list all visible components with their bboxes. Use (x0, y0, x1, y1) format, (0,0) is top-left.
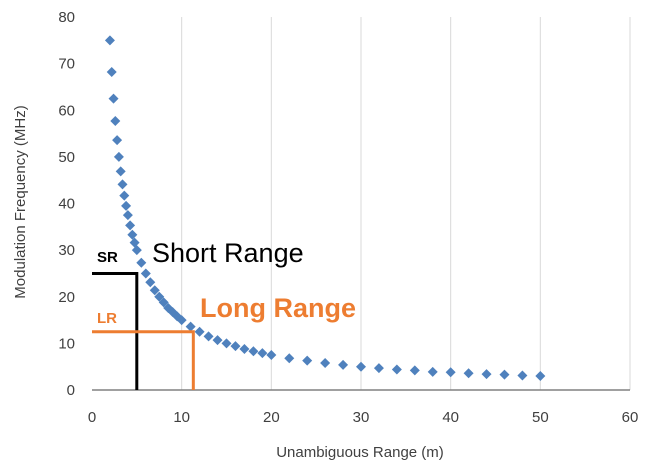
data-point (302, 355, 313, 366)
long-range-guide-line (92, 330, 195, 390)
data-point (338, 359, 349, 370)
data-point (221, 338, 232, 349)
data-point (140, 268, 151, 279)
data-point (248, 346, 259, 357)
data-point (212, 335, 223, 346)
data-point (284, 353, 295, 364)
data-point (149, 285, 160, 296)
y-tick-label-60: 60 (58, 102, 75, 119)
x-tick-label-0: 0 (88, 409, 96, 426)
data-point (136, 257, 147, 268)
x-axis-title: Unambiguous Range (m) (276, 444, 444, 461)
short-range-guide-line (92, 271, 139, 390)
data-point (517, 370, 528, 381)
y-tick-label-0: 0 (67, 382, 75, 399)
x-tick-label-20: 20 (263, 409, 280, 426)
data-point (463, 368, 474, 379)
data-point (499, 369, 510, 380)
data-point (108, 93, 119, 104)
data-point (112, 135, 123, 146)
data-point (320, 357, 331, 368)
long-range-tag: LR (97, 310, 117, 327)
short-range-annotation: SR Short Range (92, 238, 304, 390)
y-tick-label-70: 70 (58, 56, 75, 73)
data-point (129, 237, 140, 248)
data-point (115, 166, 126, 177)
short-range-tag: SR (97, 249, 118, 266)
data-point (356, 361, 366, 372)
data-point (104, 35, 115, 46)
data-point (121, 200, 132, 211)
y-tick-label-10: 10 (58, 335, 75, 352)
long-range-label: Long Range (200, 293, 356, 323)
data-point (119, 190, 130, 201)
data-point (131, 245, 142, 256)
y-tick-label-80: 80 (58, 9, 75, 26)
y-tick-labels: 0 10 20 30 40 50 60 70 80 (58, 9, 75, 399)
y-tick-label-20: 20 (58, 289, 75, 306)
y-tick-label-40: 40 (58, 196, 75, 213)
data-point (158, 297, 169, 308)
data-point (113, 151, 124, 162)
data-point (373, 363, 384, 374)
x-tick-label-50: 50 (532, 409, 549, 426)
data-points (104, 35, 546, 382)
y-axis-title: Modulation Frequency (MHz) (12, 105, 29, 298)
data-point (185, 321, 196, 332)
data-point (239, 343, 250, 354)
data-point (257, 348, 268, 359)
data-point (145, 277, 156, 288)
x-tick-label-40: 40 (442, 409, 459, 426)
data-point (203, 331, 214, 342)
x-tick-labels: 0 10 20 30 40 50 60 (88, 409, 639, 426)
data-point (535, 371, 546, 382)
short-range-label: Short Range (152, 238, 304, 268)
y-tick-label-50: 50 (58, 149, 75, 166)
data-point (391, 364, 402, 375)
data-point (154, 291, 165, 302)
data-point (106, 67, 117, 78)
x-tick-label-10: 10 (173, 409, 190, 426)
data-point (127, 229, 138, 240)
data-point (266, 350, 277, 361)
data-point (409, 365, 420, 376)
data-point (230, 341, 241, 352)
y-tick-label-30: 30 (58, 242, 75, 259)
x-tick-label-60: 60 (622, 409, 639, 426)
data-point (445, 367, 456, 378)
data-point (194, 326, 205, 337)
data-point (427, 366, 438, 377)
data-point (176, 315, 187, 326)
data-point (110, 115, 121, 126)
data-point (117, 179, 128, 190)
long-range-annotation: LR Long Range (92, 293, 356, 390)
data-point (125, 220, 136, 231)
gridlines (181, 17, 631, 390)
data-point (481, 369, 492, 380)
data-point (122, 210, 133, 221)
x-tick-label-30: 30 (353, 409, 370, 426)
